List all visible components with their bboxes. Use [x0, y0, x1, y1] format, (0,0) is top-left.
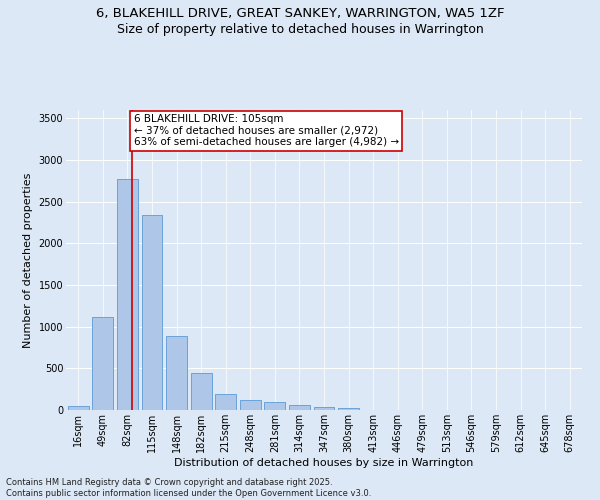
X-axis label: Distribution of detached houses by size in Warrington: Distribution of detached houses by size …: [175, 458, 473, 468]
Bar: [142, 215, 163, 410]
Bar: [314, 407, 334, 410]
Bar: [338, 408, 359, 410]
Bar: [191, 373, 212, 410]
Bar: [240, 400, 261, 410]
Y-axis label: Number of detached properties: Number of detached properties: [23, 172, 33, 348]
Bar: [117, 179, 138, 410]
Bar: [68, 406, 89, 410]
Bar: [166, 336, 187, 410]
Bar: [215, 394, 236, 410]
Bar: [289, 404, 310, 410]
Text: 6 BLAKEHILL DRIVE: 105sqm
← 37% of detached houses are smaller (2,972)
63% of se: 6 BLAKEHILL DRIVE: 105sqm ← 37% of detac…: [134, 114, 398, 148]
Bar: [265, 402, 286, 410]
Text: Contains HM Land Registry data © Crown copyright and database right 2025.
Contai: Contains HM Land Registry data © Crown c…: [6, 478, 371, 498]
Bar: [92, 316, 113, 410]
Text: Size of property relative to detached houses in Warrington: Size of property relative to detached ho…: [116, 22, 484, 36]
Text: 6, BLAKEHILL DRIVE, GREAT SANKEY, WARRINGTON, WA5 1ZF: 6, BLAKEHILL DRIVE, GREAT SANKEY, WARRIN…: [96, 8, 504, 20]
